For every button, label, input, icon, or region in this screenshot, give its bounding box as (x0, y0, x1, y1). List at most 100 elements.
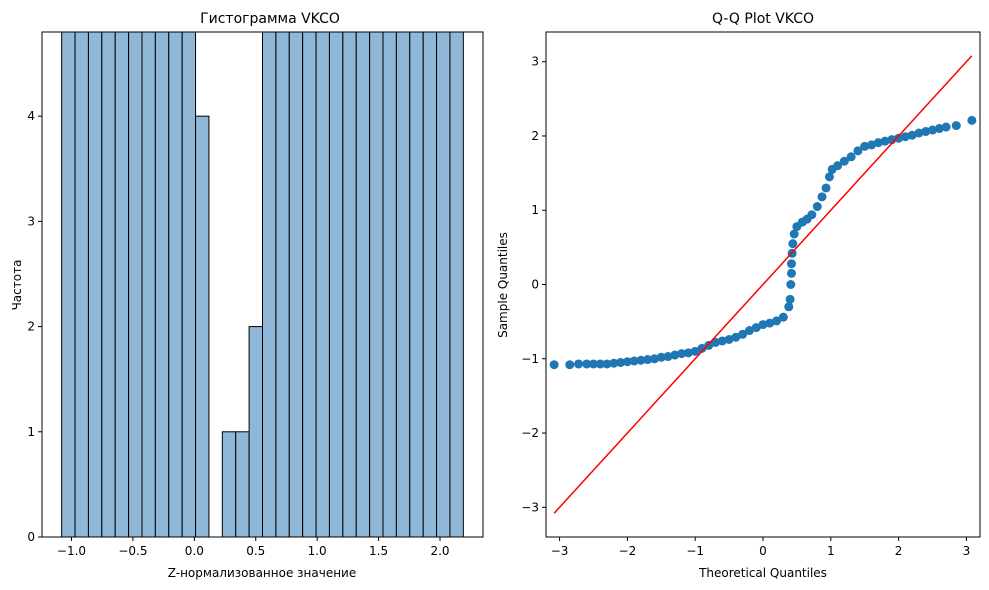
y-tick-label: −2 (521, 426, 539, 440)
qq-point (565, 360, 575, 370)
qq-point (941, 122, 951, 132)
qq-point (595, 359, 605, 369)
qq-point (670, 350, 680, 360)
histogram-x-label: Z-нормализованное значение (168, 566, 356, 580)
histogram-x-ticks: −1.0 −0.5 0.0 0.5 1.0 1.5 2.0 (57, 537, 450, 558)
qq-point (853, 146, 863, 156)
qq-plot-axes-frame (545, 31, 981, 538)
y-tick-label: −1 (521, 352, 539, 366)
qq-point (928, 125, 938, 135)
qq-point (812, 202, 822, 212)
qq-point (704, 340, 714, 350)
qq-point (786, 259, 796, 269)
qq-plot-x-ticks: −3 −2 −1 0 1 2 3 (551, 537, 971, 558)
histogram-bar (288, 31, 304, 538)
histogram-bar (181, 31, 197, 538)
qq-point (738, 329, 748, 339)
qq-point (697, 343, 707, 353)
histogram-y-ticks: 0 1 2 3 4 (27, 109, 42, 544)
qq-point (731, 332, 741, 342)
histogram-bar (302, 31, 317, 538)
histogram-bar (141, 31, 156, 538)
y-tick-label: 1 (27, 425, 35, 439)
qq-point (711, 337, 721, 347)
qq-point (900, 132, 910, 142)
qq-point (758, 320, 768, 330)
histogram-bar (382, 31, 397, 538)
x-tick-label: 0 (759, 544, 767, 558)
qq-point (894, 133, 904, 143)
qq-point (683, 348, 693, 358)
qq-point (616, 357, 626, 367)
qq-point (788, 239, 798, 249)
qq-plot-y-label: Sample Quantiles (496, 232, 510, 338)
qq-point (609, 358, 619, 368)
qq-point (574, 359, 584, 369)
histogram-bar (74, 31, 89, 538)
histogram-bar (221, 431, 237, 538)
histogram-title: Гистограмма VKCO (200, 11, 340, 27)
x-tick-label: 0.5 (246, 544, 265, 558)
qq-point (821, 183, 831, 193)
x-tick-label: 2.0 (430, 544, 449, 558)
x-tick-label: −2 (619, 544, 637, 558)
qq-point (824, 172, 834, 182)
histogram-bar (315, 31, 330, 538)
y-tick-label: 3 (531, 55, 539, 69)
qq-point (967, 115, 977, 125)
histogram-bar (128, 31, 143, 538)
qq-point (650, 354, 659, 364)
qq-point (784, 302, 794, 312)
qq-plot-x-label: Theoretical Quantiles (698, 566, 827, 580)
histogram-bar (114, 31, 130, 538)
histogram-y-label: Частота (10, 260, 24, 311)
histogram-bar (436, 31, 451, 538)
qq-point (588, 359, 598, 369)
x-tick-label: 1.5 (369, 544, 388, 558)
qq-point (807, 210, 817, 220)
qq-point (549, 360, 559, 370)
x-tick-label: 3 (963, 544, 971, 558)
histogram-bar (235, 431, 250, 538)
x-tick-label: −0.5 (118, 544, 147, 558)
histogram-bar (328, 31, 344, 538)
x-tick-label: 2 (895, 544, 903, 558)
qq-point (778, 312, 788, 322)
qq-point (860, 141, 870, 151)
qq-point (717, 336, 727, 346)
y-tick-label: 2 (27, 320, 35, 334)
qq-point (677, 349, 687, 359)
qq-point (789, 229, 799, 239)
qq-point (663, 352, 673, 362)
qq-point (690, 346, 700, 356)
histogram-bar (168, 31, 183, 538)
x-tick-label: 1 (827, 544, 835, 558)
qq-point (785, 294, 795, 304)
qq-point (951, 121, 961, 131)
qq-point (907, 130, 917, 140)
y-tick-label: 0 (531, 278, 539, 292)
histogram-axes-frame (41, 31, 484, 538)
histogram-bar (449, 31, 464, 538)
qq-point (744, 326, 754, 336)
qq-point (602, 359, 612, 369)
qq-point (914, 128, 924, 138)
histogram-bars (61, 31, 464, 538)
qq-point (934, 124, 944, 134)
x-tick-label: 0.0 (185, 544, 204, 558)
x-tick-label: 1.0 (308, 544, 327, 558)
x-tick-label: −1 (686, 544, 704, 558)
histogram-bar (409, 31, 424, 538)
qq-point (833, 161, 843, 171)
x-tick-label: −1.0 (57, 544, 86, 558)
qq-point (622, 357, 632, 367)
qq-point (817, 192, 827, 202)
qq-point (786, 280, 796, 289)
histogram-bar (262, 31, 277, 538)
qq-plot-y-ticks: −3 −2 −1 0 1 2 3 (521, 55, 546, 514)
qq-point (643, 355, 653, 365)
qq-reference-line (553, 55, 973, 514)
histogram-bar (101, 31, 116, 538)
histogram-bar (355, 31, 371, 538)
